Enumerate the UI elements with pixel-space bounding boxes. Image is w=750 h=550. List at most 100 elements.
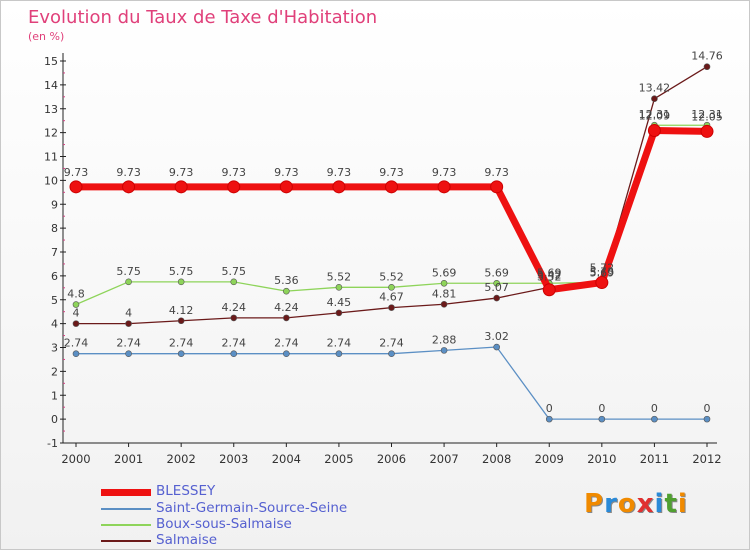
- data-point: [651, 415, 658, 423]
- data-point: [230, 350, 238, 358]
- x-tick-label: 2006: [377, 452, 406, 466]
- x-tick-label: 2000: [61, 452, 90, 466]
- data-label: 4: [125, 307, 132, 320]
- logo-letter: P: [584, 489, 605, 519]
- x-tick-label: 2004: [272, 452, 301, 466]
- data-label: 5.72: [590, 262, 615, 275]
- data-label: 2.74: [64, 337, 89, 350]
- data-label: 9.73: [222, 166, 247, 179]
- data-label: 5.42: [537, 269, 562, 282]
- data-label: 0: [704, 402, 711, 415]
- data-point: [283, 314, 290, 322]
- x-tick-label: 2012: [692, 452, 721, 466]
- data-label: 5.52: [379, 270, 404, 283]
- data-label: 2.74: [327, 337, 352, 350]
- data-point: [595, 276, 609, 290]
- legend-swatch-salmaise: [101, 540, 151, 542]
- data-point: [283, 287, 290, 295]
- legend-swatch-blessey: [101, 489, 151, 496]
- data-label: 4.24: [222, 301, 247, 314]
- data-label: 0: [598, 402, 605, 415]
- data-label: 12.09: [639, 109, 671, 122]
- data-label: 5.75: [169, 265, 194, 278]
- data-point: [703, 63, 711, 71]
- data-point: [440, 279, 448, 287]
- data-label: 12.31: [639, 108, 671, 121]
- x-tick-label: 2001: [114, 452, 143, 466]
- x-tick-label: 2011: [640, 452, 669, 466]
- data-point: [545, 415, 553, 423]
- data-label: 2.74: [116, 337, 141, 350]
- logo-letter: t: [664, 489, 678, 519]
- data-point: [72, 301, 80, 308]
- data-point: [542, 283, 556, 297]
- legend-swatch-saint-germain: [101, 508, 151, 510]
- x-tick-label: 2010: [587, 452, 616, 466]
- data-point: [335, 309, 343, 317]
- x-tick-label: 2003: [219, 452, 248, 466]
- data-label: 5.69: [432, 266, 457, 279]
- data-label: 9.73: [116, 166, 141, 179]
- data-label: 4.45: [327, 296, 352, 309]
- data-point: [125, 278, 132, 286]
- series-line: [76, 346, 707, 420]
- y-tick-label: 11: [44, 151, 58, 164]
- data-label: 2.74: [274, 337, 299, 350]
- chart-title: Evolution du Taux de Taxe d'Habitation: [28, 7, 378, 28]
- x-tick-label: 2009: [535, 452, 564, 466]
- data-point: [388, 284, 395, 291]
- data-label: 9.73: [274, 166, 299, 179]
- y-tick-label: 8: [51, 222, 58, 235]
- data-point: [122, 180, 136, 194]
- data-label: 4: [73, 307, 80, 320]
- legend-label-saint-germain: Saint-Germain-Source-Seine: [156, 500, 348, 516]
- data-point: [174, 180, 188, 194]
- data-point: [493, 294, 500, 302]
- data-point: [700, 124, 714, 138]
- data-label: 2.74: [222, 337, 247, 350]
- data-point: [493, 343, 500, 351]
- x-tick-label: 2002: [167, 452, 196, 466]
- data-point: [437, 180, 451, 194]
- legend-label-blessey: BLESSEY: [156, 483, 216, 499]
- y-tick-label: 3: [51, 342, 58, 355]
- y-tick-label: 4: [51, 318, 58, 331]
- legend-label-salmaise: Salmaise: [156, 532, 218, 548]
- data-point: [335, 350, 343, 358]
- y-tick-label: 13: [44, 103, 58, 116]
- data-point: [388, 350, 395, 358]
- data-label: 5.36: [274, 274, 299, 287]
- data-label: 12.05: [691, 110, 723, 123]
- data-label: 4.67: [379, 291, 404, 304]
- data-point: [230, 314, 238, 322]
- data-label: 4.12: [169, 304, 194, 317]
- y-tick-label: -1: [47, 437, 58, 450]
- data-point: [598, 415, 606, 423]
- data-label: 2.88: [432, 333, 457, 346]
- data-label: 9.73: [432, 166, 457, 179]
- y-tick-label: 12: [44, 127, 58, 140]
- data-label: 2.74: [169, 337, 194, 350]
- data-point: [69, 180, 83, 194]
- data-point: [440, 300, 448, 308]
- data-label: 5.75: [116, 265, 141, 278]
- y-tick-label: 2: [51, 365, 58, 378]
- data-point: [332, 180, 346, 194]
- data-point: [177, 350, 185, 358]
- data-point: [279, 180, 293, 194]
- data-label: 9.73: [327, 166, 352, 179]
- data-point: [125, 320, 132, 327]
- y-tick-label: 15: [44, 55, 58, 68]
- legend-swatch-boux: [101, 524, 151, 526]
- y-tick-label: 14: [44, 79, 58, 92]
- data-label: 5.69: [590, 266, 615, 279]
- data-label: 4.8: [67, 288, 85, 301]
- data-point: [490, 180, 504, 194]
- data-label: 9.73: [379, 166, 404, 179]
- data-label: 9.73: [64, 166, 89, 179]
- data-point: [651, 95, 658, 103]
- logo-letter: r: [604, 489, 618, 519]
- x-tick-label: 2007: [429, 452, 458, 466]
